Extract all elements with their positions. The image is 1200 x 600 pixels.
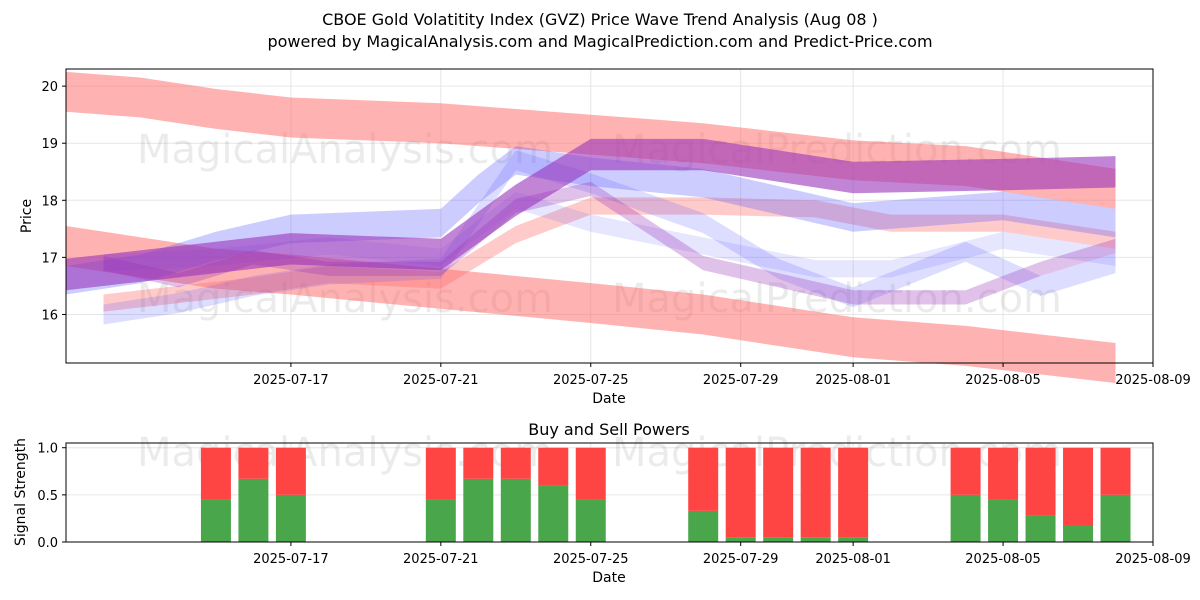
buy-bar [238,478,269,542]
signal-plot-frame [65,442,1154,543]
sell-bar [425,447,456,500]
sell-bar [275,447,306,495]
price-x-tick-label: 2025-07-17 [253,373,329,388]
price-y-tick-label: 17 [41,251,58,266]
buy-bar [200,499,231,542]
price-y-tick-label: 18 [41,194,58,209]
sell-bar [200,447,231,500]
price-y-tick-label: 19 [41,137,58,152]
price-band-series [66,146,1116,295]
sell-bar [988,447,1019,500]
signal-x-tick-label: 2025-07-29 [703,552,779,567]
buy-bar [1063,525,1094,542]
signal-y-tick-label: 0.5 [37,489,58,504]
signal-x-tick-label: 2025-08-01 [815,552,891,567]
price-x-tick-label: 2025-07-29 [703,373,779,388]
buy-bar [425,499,456,542]
sell-bar [500,447,531,479]
price-band-series [103,150,1116,325]
signal-x-tick-label: 2025-07-17 [253,552,329,567]
price-plot-frame [65,68,1154,364]
sell-bar [763,447,794,538]
sell-bar [1063,447,1094,526]
buy-bar [688,510,719,542]
buy-bar [575,499,606,542]
buy-bar [538,485,569,542]
sell-bar [575,447,606,500]
buy-bar [725,537,756,542]
buy-bar [463,478,494,542]
sell-bar [800,447,831,538]
signal-x-ticks: 2025-07-17 2025-07-21 2025-07-25 2025-07-29… [253,542,1191,567]
price-x-tick-label: 2025-08-01 [815,373,891,388]
buy-bar [838,537,869,542]
buy-bar [950,494,981,542]
sell-bar [463,447,494,479]
signal-panel-title: Buy and Sell Powers [528,420,690,439]
price-grid [66,69,1154,363]
sell-bar [688,447,719,511]
price-x-tick-label: 2025-08-05 [965,373,1041,388]
price-x-tick-label: 2025-07-21 [403,373,479,388]
sell-bar [950,447,981,495]
sell-bar [838,447,869,538]
chart-title-line2: powered by MagicalAnalysis.com and Magic… [267,32,932,51]
buy-bar [800,537,831,542]
price-y-ticks: 16 17 18 19 20 [41,80,66,323]
sell-bar [1025,447,1056,516]
signal-panel: Buy and Sell Powers MagicalAnalysis.com M… [13,420,1191,586]
price-y-axis-label: Price [19,199,35,233]
buy-bar [1100,494,1131,542]
sell-bar [238,447,269,479]
buy-bar [275,494,306,542]
buy-bar [500,478,531,542]
signal-x-tick-label: 2025-08-09 [1115,552,1191,567]
signal-y-axis-label: Signal Strength [13,438,29,546]
price-x-axis-label: Date [592,391,625,407]
watermark: MagicalPrediction.com [612,430,1062,476]
chart-title-line1: CBOE Gold Volatitity Index (GVZ) Price W… [322,10,878,29]
signal-y-tick-label: 1.0 [37,442,58,457]
signal-x-tick-label: 2025-07-21 [403,552,479,567]
signal-bars [200,447,1131,542]
sell-bar [1100,447,1131,495]
price-panel: MagicalAnalysis.comMagicalPrediction.com… [19,68,1191,407]
price-y-tick-label: 20 [41,80,58,95]
buy-bar [1025,515,1056,542]
price-series [66,71,1116,383]
sell-bar [725,447,756,538]
signal-x-axis-label: Date [592,570,625,586]
price-band-series [103,181,1116,305]
price-band-series [66,138,1116,291]
signal-y-ticks: 0.0 0.5 1.0 [37,442,66,551]
signal-x-tick-label: 2025-07-25 [553,552,629,567]
price-x-tick-label: 2025-07-25 [553,373,629,388]
buy-bar [763,537,794,542]
price-x-tick-label: 2025-08-09 [1115,373,1191,388]
buy-bar [988,499,1019,542]
price-band-series [103,197,1116,312]
sell-bar [538,447,569,486]
signal-y-tick-label: 0.0 [37,536,58,551]
price-y-tick-label: 16 [41,308,58,323]
price-x-ticks: 2025-07-17 2025-07-21 2025-07-25 2025-07-29… [253,363,1191,388]
signal-x-tick-label: 2025-08-05 [965,552,1041,567]
